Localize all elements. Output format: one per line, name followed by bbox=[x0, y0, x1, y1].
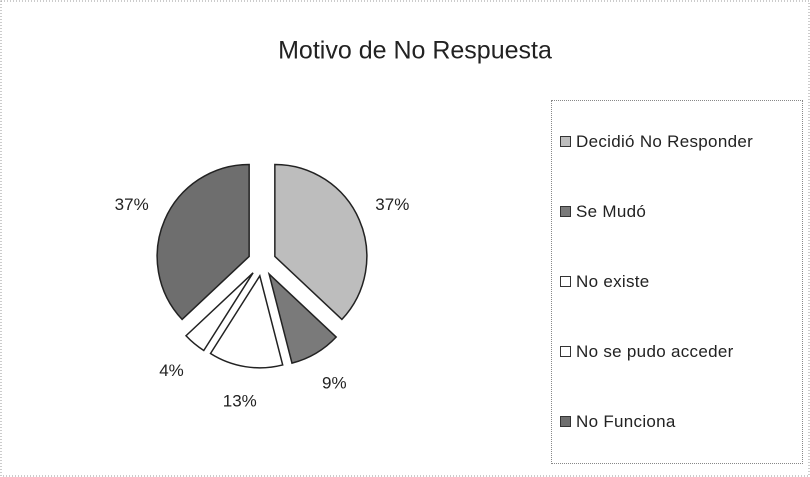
pie-slice bbox=[267, 271, 338, 365]
legend-swatch bbox=[560, 136, 571, 147]
data-label: 9% bbox=[322, 374, 347, 393]
legend-label: No existe bbox=[576, 272, 650, 291]
data-label: 37% bbox=[375, 195, 409, 214]
legend-entry: No existe bbox=[560, 271, 798, 293]
pie-slice bbox=[274, 163, 368, 321]
legend-swatch bbox=[560, 416, 571, 427]
data-label: 37% bbox=[115, 195, 149, 214]
legend: Decidió No Responder Se Mudó No existe No s… bbox=[551, 100, 803, 464]
data-label: 4% bbox=[159, 361, 184, 380]
data-label: 13% bbox=[223, 392, 257, 411]
legend-entry: Decidió No Responder bbox=[560, 131, 798, 153]
legend-label: Decidió No Responder bbox=[576, 132, 754, 151]
pie-slice bbox=[184, 272, 254, 352]
chart-title: Motivo de No Respuesta bbox=[278, 37, 552, 65]
legend-swatch bbox=[560, 346, 571, 357]
pie-slice bbox=[156, 163, 250, 321]
legend-label: Se Mudó bbox=[576, 202, 647, 221]
pie-slice bbox=[209, 273, 284, 369]
legend-entry: No se pudo acceder bbox=[560, 341, 798, 363]
legend-swatch bbox=[560, 276, 571, 287]
legend-entry: Se Mudó bbox=[560, 201, 798, 223]
legend-label: No Funciona bbox=[576, 412, 676, 431]
legend-entry: No Funciona bbox=[560, 411, 798, 433]
legend-swatch bbox=[560, 206, 571, 217]
legend-label: No se pudo acceder bbox=[576, 342, 734, 361]
